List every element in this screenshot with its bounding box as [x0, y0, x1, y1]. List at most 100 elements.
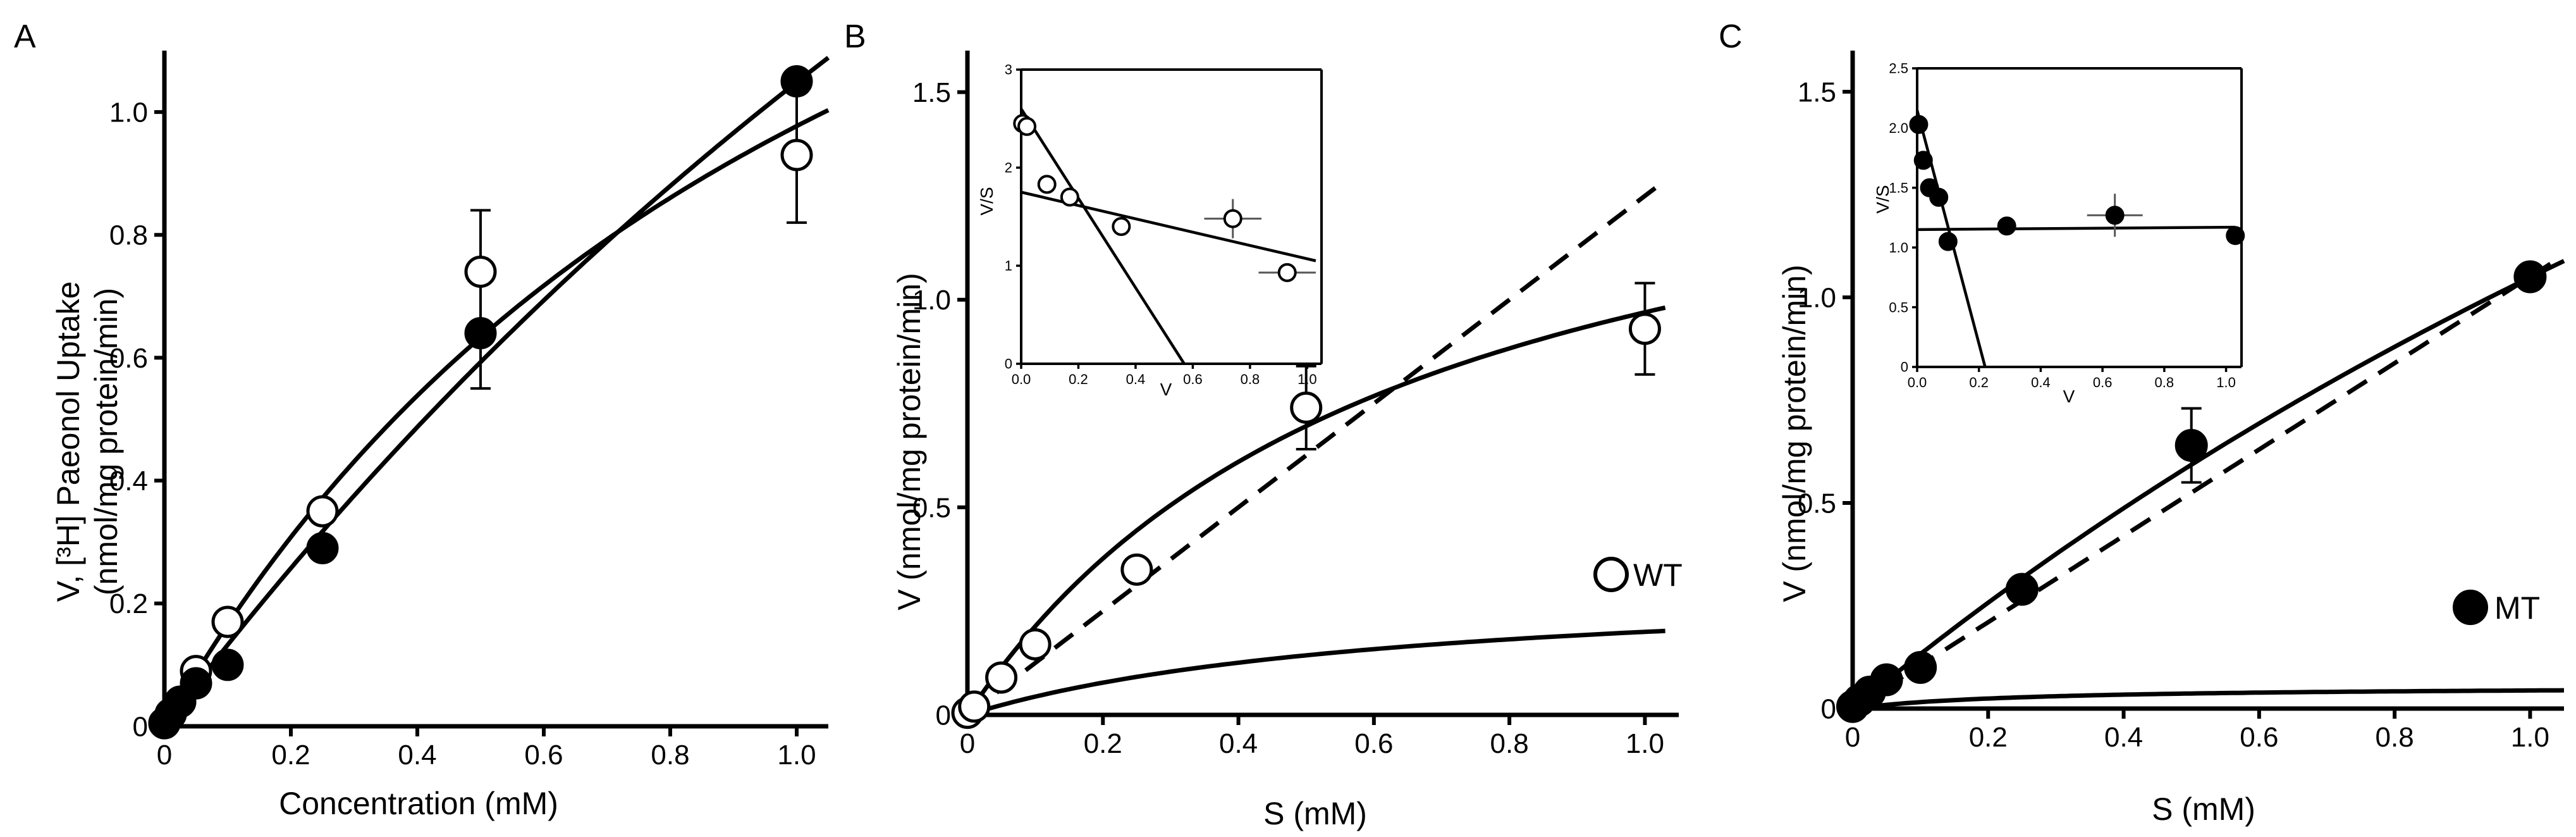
panel-b-inset-x-tick-label: 0.2: [1069, 371, 1088, 387]
panel-c-y-tick-label: 1.5: [1798, 77, 1836, 108]
panel-b-inset-point: [1060, 187, 1079, 207]
panel-c-x-tick-label: 0.4: [2104, 722, 2143, 753]
panel-b-point: [958, 690, 991, 723]
panel-c-inset-y-tick-label: 1.0: [1889, 240, 1908, 256]
panel-c-y-tick-label: 0.5: [1798, 488, 1836, 519]
panel-c-inset-point: [2226, 226, 2245, 245]
panel-b: B V (nmol/mg protein/min) S (mM) WT V/S …: [844, 18, 1683, 831]
panel-b-y-tick-label: 1.5: [912, 77, 951, 108]
panel-b-inset-point: [1277, 263, 1297, 282]
panel-b-inset-x-label: V: [1160, 380, 1172, 399]
panel-c-inset-x-tick-label: 0.2: [1969, 375, 1989, 390]
panel-a-y-axis-label-units: (nmol/mg protein/min): [89, 288, 124, 595]
panel-c-inset-y-tick-label: 0: [1901, 359, 1908, 375]
panel-b-point: [1120, 553, 1153, 586]
panel-b-inset: 0.0 0.2 0.4 0.6 0.8 1.0 0 1 2 3: [1005, 62, 1323, 387]
panel-c-x-axis-label: S (mM): [2152, 791, 2255, 827]
panel-c-point: [2513, 260, 2547, 294]
panel-c-fit-saturable: [1852, 688, 2565, 711]
panel-c-y-tick-label: 0: [1821, 693, 1836, 724]
panel-a-y-tick-label: 0: [133, 711, 148, 742]
panel-c-x-tick-label: 0: [1845, 722, 1860, 753]
panel-c-inset-y-tick-label: 2.5: [1889, 61, 1908, 77]
panel-a-x-tick-label: 0: [157, 740, 172, 771]
panel-c-x-tick-label: 0.2: [1969, 722, 2008, 753]
panel-b-y-tick-label: 0.5: [912, 492, 951, 523]
panel-b-inset-x-tick-label: 1.0: [1297, 371, 1317, 387]
panel-c-inset-point: [1929, 187, 1949, 207]
panel-b-inset-point: [1223, 209, 1242, 228]
panel-a-y-tick-label: 0.2: [109, 588, 148, 619]
panel-a-point-open: [780, 139, 813, 171]
panel-b-inset-y-tick-label: 1: [1005, 258, 1012, 274]
panel-b-legend-marker: [1593, 557, 1629, 592]
panel-b-inset-x-tick-label: 0.6: [1183, 371, 1203, 387]
panel-a-y-tick-label: 1.0: [109, 97, 148, 128]
panel-b-fit-total: [966, 305, 1666, 716]
panel-c-inset: 0.0 0.2 0.4 0.6 0.8 1.0 0 0.5 1.0 1.5 2.0 2.5: [1889, 61, 2245, 390]
panel-c-x-tick-label: 0.6: [2240, 722, 2278, 753]
panel-c-inset-point: [2105, 206, 2125, 225]
panel-b-x-tick-label: 0.8: [1490, 728, 1529, 759]
panel-a-point-filled: [306, 531, 339, 564]
panel-c-inset-x-tick-label: 0.4: [2031, 375, 2051, 390]
panel-c-label: C: [1719, 18, 1743, 55]
panel-a-x-tick-label: 1.0: [777, 740, 816, 771]
panel-c-point: [1870, 663, 1903, 697]
panel-a-y-tick-label: 0.6: [109, 343, 148, 374]
panel-b-x-axis-label: S (mM): [1263, 796, 1367, 831]
panel-c-point: [1904, 651, 1937, 684]
panel-b-inset-x-tick-label: 0.8: [1241, 371, 1260, 387]
panel-c-fit-total: [1851, 259, 2565, 710]
panel-c-inset-point: [1909, 115, 1929, 134]
panel-b-inset-point: [1037, 175, 1057, 194]
panel-c-legend-label: MT: [2494, 590, 2540, 626]
panel-b-point: [1019, 628, 1052, 660]
panel-b-label: B: [844, 18, 866, 55]
panel-c-inset-point: [1938, 232, 1958, 251]
panel-b-inset-x-tick-label: 0.0: [1012, 371, 1031, 387]
panel-a-x-tick-label: 0.2: [271, 740, 310, 771]
panel-a-point-open: [306, 495, 339, 528]
panel-a-x-axis-label: Concentration (mM): [279, 786, 558, 821]
panel-c-y-axis-label: V (nmol/mg protein/min): [1777, 264, 1812, 602]
panel-c-x-tick-label: 0.8: [2376, 722, 2414, 753]
panel-b-y-tick-label: 1.0: [912, 285, 951, 316]
panel-b-inset-fit-line-1: [1020, 108, 1186, 365]
panel-c-inset-x-tick-label: 0.8: [2155, 375, 2174, 390]
panel-b-inset-y-tick-label: 3: [1005, 62, 1012, 78]
panel-c-inset-point: [1997, 216, 2016, 236]
panel-c-inset-x-tick-label: 1.0: [2216, 375, 2236, 390]
panel-a-fit-curve-filled: [163, 56, 830, 728]
panel-a-point-filled: [211, 648, 244, 681]
panel-c-inset-background: [1917, 68, 2242, 367]
panel-b-x-tick-label: 0.2: [1084, 728, 1122, 759]
panel-b-point: [985, 661, 1018, 694]
panel-b-inset-point: [1112, 217, 1131, 236]
panel-b-inset-background: [1021, 70, 1322, 364]
panel-a-y-axis-label: V, [³H] Paeonol Uptake: [51, 282, 86, 602]
panel-a-point-filled: [180, 667, 212, 700]
panel-c: C V (nmol/mg protein/min) S (mM) MT V/S …: [1719, 18, 2565, 827]
panel-a-x-tick-label: 0.8: [651, 740, 689, 771]
panel-b-x-tick-label: 1.0: [1626, 728, 1664, 759]
panel-c-inset-fit-line-2: [1917, 225, 2236, 232]
panel-b-x-tick-label: 0.4: [1219, 728, 1258, 759]
panel-a-x-tick-label: 0.4: [398, 740, 436, 771]
panel-c-inset-y-tick-label: 1.5: [1889, 180, 1908, 196]
panel-c-x-tick-label: 1.0: [2511, 722, 2549, 753]
panel-c-inset-y-tick-label: 2.0: [1889, 120, 1908, 136]
panel-a-y-tick-label: 0.4: [109, 466, 148, 497]
panel-a: A V, [³H] Paeonol Uptake (nmol/mg protei…: [14, 18, 830, 821]
panel-c-point: [2005, 573, 2039, 606]
panel-b-inset-x-tick-label: 0.4: [1126, 371, 1146, 387]
panel-c-point: [2174, 429, 2208, 462]
panel-c-inset-x-label: V: [2063, 387, 2075, 406]
panel-b-inset-y-label: V/S: [977, 187, 997, 215]
panel-a-y-tick-label: 0.8: [109, 220, 148, 251]
panel-c-inset-y-tick-label: 0.5: [1889, 299, 1908, 315]
panel-a-x-tick-label: 0.6: [524, 740, 563, 771]
panel-b-point: [1628, 313, 1661, 345]
panel-b-x-tick-label: 0: [960, 728, 975, 759]
